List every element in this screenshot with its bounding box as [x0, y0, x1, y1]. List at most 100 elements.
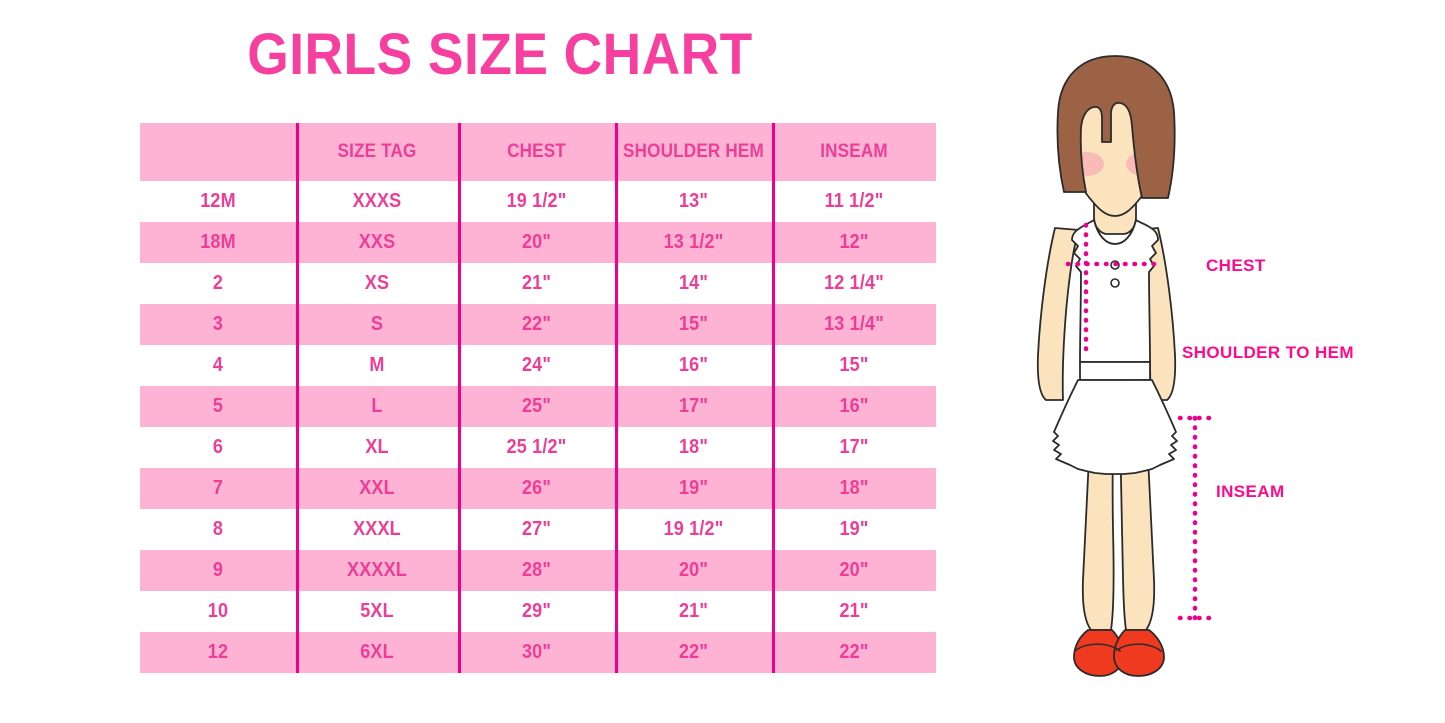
cell-size: 10: [207, 600, 229, 622]
cell-chest: 19 1/2": [506, 190, 567, 212]
cell-inseam: 18": [839, 477, 869, 499]
column-header-shoulder-hem: SHOULDER HEM: [623, 141, 764, 162]
size-chart-table: SIZE TAG CHEST SHOULDER HEM INSEAM 12M X…: [140, 123, 936, 673]
callout-label-chest: CHEST: [1206, 256, 1266, 275]
column-header-inseam: INSEAM: [820, 141, 888, 162]
cell-size-tag: XXS: [358, 231, 396, 253]
left-shoe-strap: [1075, 643, 1121, 652]
table-row: 3 S 22" 15" 13 1/4": [140, 304, 936, 345]
hair: [1056, 55, 1176, 199]
column-divider-3: [615, 123, 618, 673]
table-header: SIZE TAG CHEST SHOULDER HEM INSEAM: [140, 123, 936, 181]
table-body: 12M XXXS 19 1/2" 13" 11 1/2" 18M XXS 20"…: [140, 181, 936, 673]
cell-size: 4: [212, 354, 224, 376]
table-row: 4 M 24" 16" 15": [140, 345, 936, 386]
cell-size: 12M: [200, 190, 236, 212]
cell-size: 18M: [200, 231, 236, 253]
cell-size-tag: L: [371, 395, 383, 417]
cell-chest: 25 1/2": [506, 436, 567, 458]
girl-figure-illustration: [990, 50, 1250, 690]
table-row: 5 L 25" 17" 16": [140, 386, 936, 427]
cell-inseam: 11 1/2": [824, 190, 884, 212]
cell-chest: 21": [521, 272, 552, 294]
cell-chest: 28": [521, 559, 552, 581]
cell-shoulder-hem: 22": [678, 641, 709, 663]
cell-chest: 29": [521, 600, 552, 622]
table-row: 9 XXXXL 28" 20" 20": [140, 550, 936, 591]
table-row: 12 6XL 30" 22" 22": [140, 632, 936, 673]
cell-inseam: 21": [839, 600, 869, 622]
table-row: 2 XS 21" 14" 12 1/4": [140, 263, 936, 304]
cell-size-tag: XXXL: [353, 518, 401, 540]
cell-size-tag: XS: [364, 272, 390, 294]
cell-size: 6: [212, 436, 224, 458]
cell-inseam: 16": [839, 395, 869, 417]
cell-size-tag: 6XL: [360, 641, 394, 663]
cell-shoulder-hem: 19 1/2": [663, 518, 724, 540]
cell-inseam: 17": [839, 436, 869, 458]
cell-inseam: 15": [839, 354, 869, 376]
cell-inseam: 20": [839, 559, 869, 581]
right-shoe-strap: [1116, 643, 1162, 652]
cell-shoulder-hem: 13": [678, 190, 709, 212]
callout-label-shoulder-to-hem: SHOULDER TO HEM: [1182, 343, 1354, 362]
cell-size-tag: S: [370, 313, 384, 335]
cell-inseam: 13 1/4": [824, 313, 884, 335]
cell-shoulder-hem: 14": [678, 272, 709, 294]
cell-inseam: 22": [839, 641, 869, 663]
cell-inseam: 12": [839, 231, 869, 253]
cell-chest: 27": [521, 518, 552, 540]
cell-chest: 30": [521, 641, 552, 663]
cell-shoulder-hem: 18": [678, 436, 709, 458]
column-divider-1: [296, 123, 299, 673]
cell-size: 5: [212, 395, 224, 417]
callout-label-inseam: INSEAM: [1216, 482, 1285, 501]
page-title: GIRLS SIZE CHART: [247, 22, 753, 87]
cell-inseam: 12 1/4": [824, 272, 884, 294]
cell-size: 2: [212, 272, 224, 294]
table-row: 18M XXS 20" 13 1/2" 12": [140, 222, 936, 263]
cell-size-tag: XXXXL: [347, 559, 407, 581]
cell-shoulder-hem: 21": [678, 600, 709, 622]
cell-size: 9: [212, 559, 224, 581]
column-header-size-tag: SIZE TAG: [337, 141, 417, 162]
cell-size-tag: M: [369, 354, 385, 376]
cell-size: 12: [207, 641, 229, 663]
cell-chest: 24": [521, 354, 552, 376]
cell-size-tag: 5XL: [360, 600, 394, 622]
table-row: 8 XXXL 27" 19 1/2" 19": [140, 509, 936, 550]
cell-shoulder-hem: 15": [678, 313, 709, 335]
cell-shoulder-hem: 13 1/2": [663, 231, 724, 253]
cell-chest: 20": [521, 231, 552, 253]
table-row: 10 5XL 29" 21" 21": [140, 591, 936, 632]
column-divider-2: [458, 123, 461, 673]
cell-chest: 22": [521, 313, 552, 335]
button-bottom: [1110, 278, 1120, 288]
cell-chest: 26": [521, 477, 552, 499]
column-divider-4: [772, 123, 775, 673]
column-header-size: [148, 123, 288, 181]
table-row: 6 XL 25 1/2" 18" 17": [140, 427, 936, 468]
waistband: [1079, 361, 1151, 381]
cell-shoulder-hem: 16": [678, 354, 709, 376]
cell-shoulder-hem: 19": [678, 477, 709, 499]
cell-shoulder-hem: 17": [678, 395, 709, 417]
cell-chest: 25": [521, 395, 552, 417]
cell-inseam: 19": [839, 518, 869, 540]
cell-size: 7: [212, 477, 224, 499]
right-shoe: [1113, 629, 1165, 677]
neckline: [1093, 219, 1137, 245]
cell-size-tag: XXL: [359, 477, 395, 499]
table-row: 7 XXL 26" 19" 18": [140, 468, 936, 509]
cell-size-tag: XL: [365, 436, 389, 458]
table-header-row: SIZE TAG CHEST SHOULDER HEM INSEAM: [140, 123, 936, 181]
cell-shoulder-hem: 20": [678, 559, 709, 581]
skirt: [1052, 379, 1178, 475]
size-chart-table-wrap: SIZE TAG CHEST SHOULDER HEM INSEAM 12M X…: [140, 123, 936, 673]
cell-size: 3: [212, 313, 224, 335]
cell-size-tag: XXXS: [352, 190, 402, 212]
table-row: 12M XXXS 19 1/2" 13" 11 1/2": [140, 181, 936, 222]
left-arm: [1036, 227, 1080, 401]
column-header-chest: CHEST: [507, 141, 566, 162]
